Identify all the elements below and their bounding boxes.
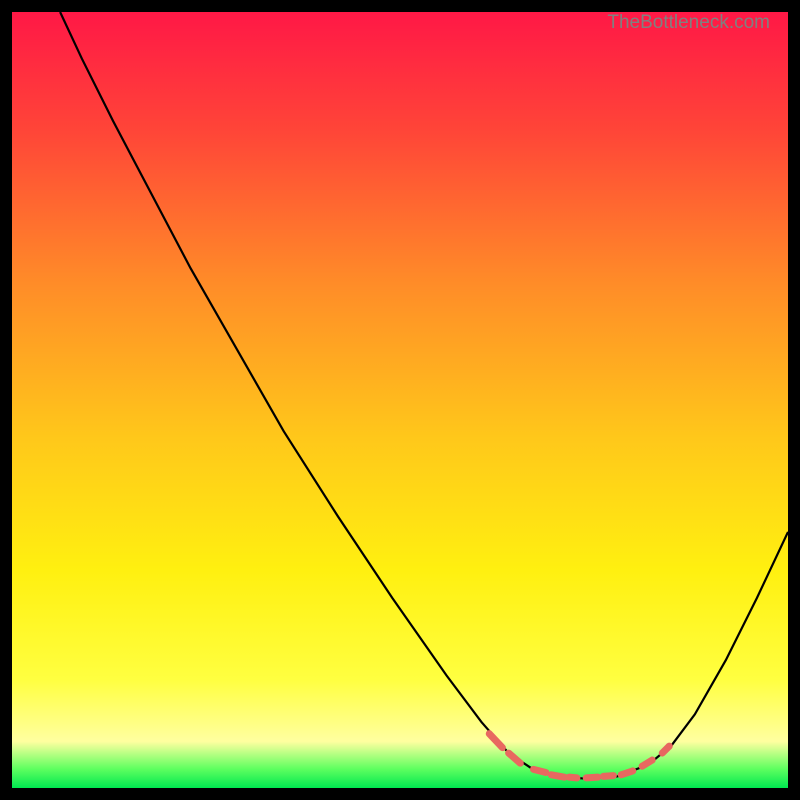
watermark-text: TheBottleneck.com bbox=[607, 12, 770, 34]
bottleneck-curve-chart bbox=[12, 12, 788, 788]
gradient-background bbox=[12, 12, 788, 788]
chart-container: TheBottleneck.com bbox=[12, 12, 788, 788]
